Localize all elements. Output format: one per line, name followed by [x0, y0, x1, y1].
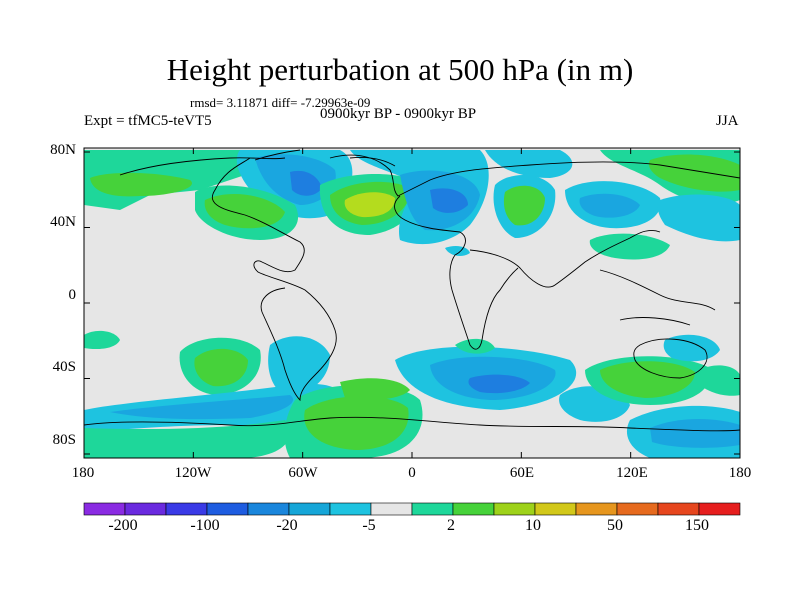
axis-ticks [83, 148, 741, 458]
experiment-label: Expt = tfMC5-teVT5 [84, 113, 212, 129]
season-label: JJA [716, 113, 739, 129]
contour-region [650, 419, 740, 448]
contour-region [700, 365, 740, 396]
lon-label-60w: 60W [288, 465, 318, 481]
map-title: Height perturbation at 500 hPa (in m) [166, 52, 634, 87]
contour-region [663, 334, 720, 362]
contour-region [589, 233, 670, 260]
contour-region [304, 396, 409, 450]
colorbar-swatch [165, 502, 208, 516]
contour-region [455, 338, 495, 354]
colorbar-label: 50 [607, 517, 623, 534]
contour-region [485, 150, 573, 178]
colorbar-swatch [452, 502, 495, 516]
contour-region [110, 395, 294, 420]
lat-label-40s: 40S [52, 359, 76, 375]
contour-region [340, 378, 410, 400]
lon-label-180e: 180 [728, 465, 752, 481]
colorbar-label: 10 [525, 517, 541, 534]
colorbar-swatch [370, 502, 413, 516]
colorbar-swatch [657, 502, 700, 516]
colorbar-swatch [411, 502, 454, 516]
colorbar-swatch [124, 502, 167, 516]
colorbar-label: 2 [447, 517, 455, 534]
lon-label-60e: 60E [509, 465, 535, 481]
contour-region [445, 245, 470, 256]
contour-region [194, 348, 248, 387]
lon-label-0: 0 [408, 465, 416, 481]
contour-region [204, 193, 285, 229]
lon-label-120e: 120E [616, 465, 648, 481]
colorbar-swatch [247, 502, 290, 516]
colorbar-swatch [698, 502, 741, 516]
contour-region [290, 170, 322, 196]
colorbar-label: -5 [362, 517, 376, 534]
colorbar-swatch [206, 502, 249, 516]
colorbar [83, 502, 741, 516]
colorbar-swatch [288, 502, 331, 516]
colorbar-label: 150 [685, 517, 709, 534]
contour-region [648, 154, 740, 192]
contour-region [268, 336, 330, 395]
contour-region [84, 420, 290, 458]
contour-region [344, 192, 395, 218]
contour-region [430, 188, 468, 213]
contour-region [600, 361, 695, 398]
contour-region [90, 172, 192, 197]
map-field [84, 148, 740, 458]
lat-label-80s: 80S [52, 432, 76, 448]
stats-label: rmsd= 3.11871 diff= -7.29963e-09 [190, 95, 371, 110]
contour-region [503, 185, 545, 226]
colorbar-swatch [534, 502, 577, 516]
contour-region [657, 194, 740, 242]
colorbar-label: -200 [108, 517, 138, 534]
contour-region [579, 193, 640, 218]
colorbar-swatch [493, 502, 536, 516]
colorbar-swatch [329, 502, 372, 516]
colorbar-swatch [616, 502, 659, 516]
contour-region [84, 330, 120, 350]
lon-label-180w: 180 [71, 465, 95, 481]
lat-label-40n: 40N [50, 214, 76, 230]
colorbar-label: -20 [276, 517, 298, 534]
lat-label-80n: 80N [50, 142, 76, 158]
colorbar-label: -100 [190, 517, 220, 534]
colorbar-swatch [83, 502, 126, 516]
colorbar-swatch [575, 502, 618, 516]
period-subtitle: 0900kyr BP - 0900kyr BP [320, 106, 477, 122]
lon-label-120w: 120W [174, 465, 212, 481]
coastlines [84, 149, 740, 432]
lat-label-0: 0 [68, 287, 77, 303]
contour-region [468, 374, 530, 394]
